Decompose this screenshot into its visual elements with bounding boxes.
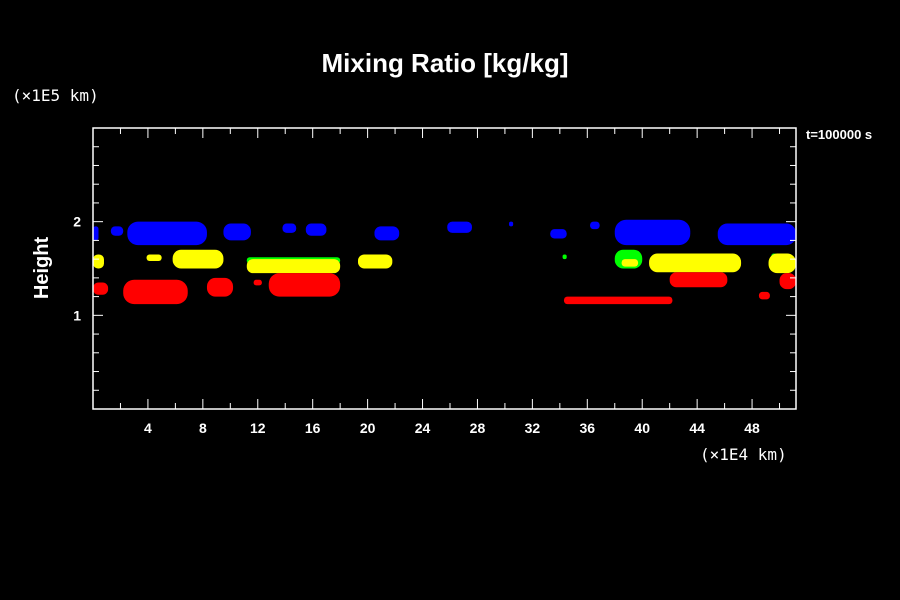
mixing-ratio-region-red	[268, 273, 341, 297]
x-tick-label: 36	[580, 420, 596, 436]
x-tick-label: 40	[634, 420, 650, 436]
mixing-ratio-region-yellow	[768, 253, 796, 274]
mixing-ratio-region-blue	[282, 223, 297, 233]
mixing-ratio-region-red	[206, 277, 234, 297]
plot-frame	[92, 127, 797, 410]
mixing-ratio-region-red	[669, 272, 728, 288]
x-tick-label: 16	[305, 420, 321, 436]
x-tick-label: 44	[689, 420, 705, 436]
x-tick-label: 48	[744, 420, 760, 436]
mixing-ratio-region-red	[93, 282, 109, 295]
x-tick-label: 24	[415, 420, 431, 436]
mixing-ratio-region-yellow	[172, 249, 224, 269]
mixing-ratio-region-blue	[509, 221, 514, 227]
x-tick-label: 32	[525, 420, 541, 436]
mixing-ratio-region-red	[758, 291, 770, 300]
mixing-ratio-region-blue	[93, 226, 99, 241]
mixing-ratio-region-blue	[305, 223, 327, 236]
mixing-ratio-region-yellow	[621, 259, 639, 267]
x-tick-label: 20	[360, 420, 376, 436]
mixing-ratio-region-yellow	[357, 254, 393, 269]
mixing-ratio-region-blue	[717, 223, 796, 246]
mixing-ratio-region-blue	[110, 226, 124, 236]
mixing-ratio-region-blue	[127, 221, 207, 246]
chart-title: Mixing Ratio [kg/kg]	[322, 48, 569, 78]
mixing-ratio-region-yellow	[649, 253, 742, 273]
mixing-ratio-region-blue	[590, 221, 600, 230]
y-axis-unit: (×1E5 km)	[12, 86, 99, 105]
y-tick-label: 1	[73, 307, 81, 323]
x-tick-label: 28	[470, 420, 486, 436]
y-axis-label: Height	[31, 237, 53, 300]
x-axis-unit: (×1E4 km)	[700, 445, 787, 464]
x-tick-label: 12	[250, 420, 266, 436]
x-tick-label: 8	[199, 420, 207, 436]
mixing-ratio-region-blue	[374, 226, 400, 241]
mixing-ratio-region-yellow	[93, 254, 104, 269]
mixing-ratio-region-blue	[550, 229, 567, 239]
x-tick-label: 4	[144, 420, 152, 436]
mixing-ratio-region-green	[562, 254, 567, 260]
mixing-ratio-region-blue	[447, 221, 472, 233]
mixing-ratio-region-red	[779, 273, 796, 290]
mixing-ratio-region-yellow	[146, 254, 162, 262]
mixing-ratio-region-blue	[223, 223, 251, 241]
time-label: t=100000 s	[806, 127, 872, 142]
mixing-ratio-region-red	[253, 279, 262, 286]
plot-area	[93, 219, 796, 305]
mixing-ratio-region-blue	[614, 219, 691, 246]
mixing-ratio-region-red	[563, 296, 673, 305]
y-tick-label: 2	[73, 214, 81, 230]
mixing-ratio-region-yellow	[246, 259, 341, 274]
mixing-ratio-region-red	[123, 279, 188, 305]
